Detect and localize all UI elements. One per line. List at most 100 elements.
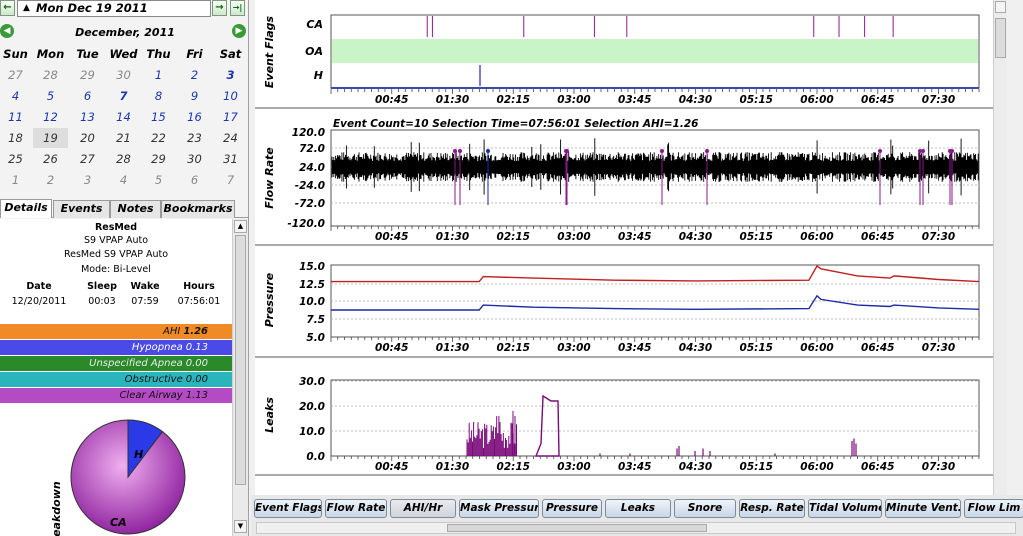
- next-month-icon[interactable]: ▶: [232, 24, 246, 38]
- time-tick-label: 07:30: [922, 94, 955, 106]
- toggle-mask-pressure[interactable]: Mask Pressure: [459, 499, 539, 518]
- toggle-ahi-hr[interactable]: AHI/Hr: [390, 499, 456, 518]
- flow-event-dot: [565, 149, 569, 153]
- graphs-scrollbar[interactable]: [993, 0, 1007, 495]
- dropdown-arrow-icon[interactable]: ▲: [23, 3, 30, 13]
- tab-details[interactable]: Details: [0, 199, 52, 218]
- calendar-day[interactable]: 1: [11, 173, 20, 187]
- calendar-day[interactable]: 10: [223, 89, 238, 103]
- time-tick-label: 00:45: [375, 231, 408, 243]
- last-day-button[interactable]: →|: [230, 0, 245, 16]
- flow-event-dot: [486, 149, 490, 153]
- flag-row-label: OA: [305, 45, 323, 58]
- calendar-day[interactable]: 19: [33, 128, 68, 148]
- panel-separator: [255, 356, 995, 358]
- prev-day-button[interactable]: ←: [0, 0, 15, 16]
- time-tick-label: 05:15: [740, 94, 773, 106]
- scroll-thumb[interactable]: [447, 524, 707, 532]
- calendar-week: 27 28 29 30 1 2 3: [0, 65, 249, 85]
- calendar-day[interactable]: 9: [190, 89, 199, 103]
- calendar-day[interactable]: 8: [154, 89, 163, 103]
- month-title: December, 2011: [75, 26, 175, 39]
- weekday-label: Tue: [76, 47, 99, 61]
- tab-notes[interactable]: Notes: [110, 200, 161, 218]
- toggle-event-flags[interactable]: Event Flags: [254, 499, 322, 518]
- calendar-day[interactable]: 5: [46, 89, 55, 103]
- toggle-pressure[interactable]: Pressure: [542, 499, 602, 518]
- calendar-day[interactable]: 7: [119, 89, 128, 103]
- calendar-day[interactable]: 11: [8, 110, 23, 124]
- y-tick-label: -120.0: [287, 218, 325, 230]
- calendar-day[interactable]: 24: [223, 131, 238, 145]
- toggle-leaks[interactable]: Leaks: [605, 499, 671, 518]
- tab-events[interactable]: Events: [53, 200, 110, 218]
- time-tick-label: 07:30: [922, 231, 955, 243]
- flow-event-dot: [458, 149, 462, 153]
- leaks-burst-1: [466, 411, 517, 456]
- scroll-thumb[interactable]: [995, 18, 1006, 58]
- horizontal-scrollbar[interactable]: [256, 522, 1016, 534]
- graph-area: Event Flags CA OA H 00:45 01:30 02:15 03:00 03:4…: [255, 0, 995, 495]
- calendar-day[interactable]: 20: [80, 131, 95, 145]
- calendar-day[interactable]: 27: [8, 68, 23, 82]
- scroll-down-icon[interactable]: ▼: [234, 520, 247, 533]
- calendar-day[interactable]: 3: [83, 173, 92, 187]
- toggle-flow-rate[interactable]: Flow Rate: [325, 499, 387, 518]
- calendar-day[interactable]: 3: [226, 68, 235, 82]
- calendar-day[interactable]: 16: [187, 110, 202, 124]
- calendar-day[interactable]: 2: [46, 173, 55, 187]
- toggle-resp-rate[interactable]: Resp. Rate: [739, 499, 805, 518]
- calendar-day[interactable]: 23: [187, 131, 202, 145]
- calendar-day[interactable]: 18: [8, 131, 23, 145]
- calendar-day[interactable]: 6: [190, 173, 199, 187]
- calendar-day[interactable]: 30: [187, 152, 202, 166]
- time-tick-label: 02:15: [497, 231, 530, 243]
- weekday-label: Mon: [36, 47, 65, 61]
- flow-waveform: [331, 138, 979, 196]
- calendar-day[interactable]: 25: [8, 152, 23, 166]
- calendar-day[interactable]: 22: [151, 131, 166, 145]
- flow-event-dot: [918, 149, 922, 153]
- calendar-day[interactable]: 21: [116, 131, 131, 145]
- calendar-day[interactable]: 4: [119, 173, 128, 187]
- toggle-tidal-volume[interactable]: Tidal Volume: [808, 499, 882, 518]
- time-tick-label: 07:30: [922, 461, 955, 473]
- calendar-day[interactable]: 6: [83, 89, 92, 103]
- date-selector[interactable]: ▲ Mon Dec 19 2011: [17, 0, 211, 17]
- calendar-day[interactable]: 13: [80, 110, 95, 124]
- calendar-day[interactable]: 28: [43, 68, 58, 82]
- event-flags-panel: Event Flags CA OA H 00:45 01:30 02:15 03:00 03:4…: [263, 14, 980, 106]
- calendar-day[interactable]: 4: [11, 89, 20, 103]
- y-tick-label: 30.0: [299, 376, 325, 388]
- calendar-day[interactable]: 30: [116, 68, 131, 82]
- calendar-day[interactable]: 2: [190, 68, 199, 82]
- time-tick-label: 02:15: [497, 94, 530, 106]
- toggle-snore[interactable]: Snore: [674, 499, 736, 518]
- tab-bookmarks[interactable]: Bookmarks: [161, 200, 235, 218]
- calendar-day[interactable]: 14: [116, 110, 131, 124]
- calendar-day[interactable]: 31: [223, 152, 238, 166]
- time-tick-label: 00:45: [375, 342, 408, 354]
- calendar-day[interactable]: 28: [116, 152, 131, 166]
- stat-unspecified-apnea: Unspecified Apnea 0.00: [0, 356, 232, 371]
- y-tick-label: 15.0: [299, 261, 325, 273]
- y-axis-label: Leaks: [263, 397, 276, 433]
- prev-month-icon[interactable]: ◀: [0, 24, 14, 38]
- toggle-minute-vent[interactable]: Minute Vent.: [885, 499, 961, 518]
- calendar-day[interactable]: 29: [151, 152, 166, 166]
- calendar-day[interactable]: 7: [226, 173, 235, 187]
- details-scrollbar[interactable]: ▲ ▼: [232, 219, 248, 536]
- calendar-day[interactable]: 15: [151, 110, 166, 124]
- scroll-up-icon[interactable]: [995, 1, 1006, 13]
- toggle-flow-lim[interactable]: Flow Lim: [964, 499, 1023, 518]
- calendar-day[interactable]: 26: [43, 152, 58, 166]
- next-day-button[interactable]: →: [212, 0, 227, 16]
- scroll-thumb[interactable]: [235, 235, 246, 485]
- calendar-day[interactable]: 1: [154, 68, 163, 82]
- calendar-day[interactable]: 29: [80, 68, 95, 82]
- calendar-day[interactable]: 12: [43, 110, 58, 124]
- calendar-day[interactable]: 5: [154, 173, 163, 187]
- calendar-day[interactable]: 17: [223, 110, 238, 124]
- scroll-up-icon[interactable]: ▲: [234, 220, 247, 233]
- calendar-day[interactable]: 27: [80, 152, 95, 166]
